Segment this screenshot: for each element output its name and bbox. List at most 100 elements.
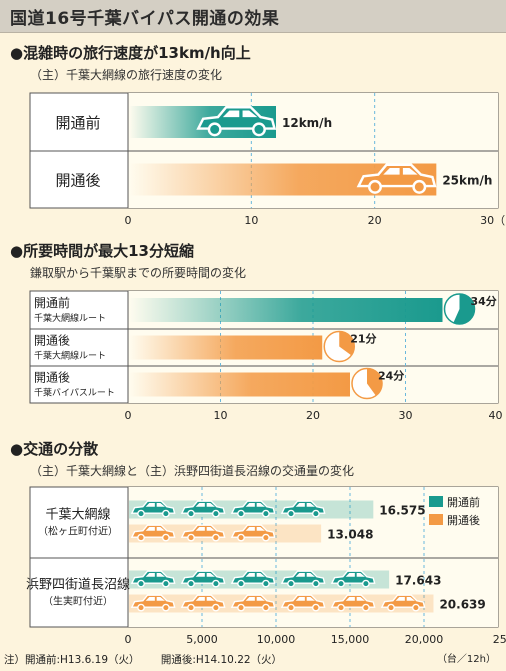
car-icon-window — [195, 503, 215, 507]
car-icon-wheel — [187, 509, 195, 518]
car-icon-wheel — [211, 603, 220, 612]
car-icon-wheel — [211, 533, 220, 542]
title-bar: 国道16号千葉バイパス開通の効果 — [0, 0, 506, 33]
speed-chart-tick-label: 30（km/h） — [480, 214, 506, 227]
car-icon-wheel — [337, 579, 345, 588]
speed-chart-tick-label: 0 — [125, 214, 132, 227]
car-icon-wheel — [137, 579, 145, 588]
car-icon-wheel — [137, 603, 145, 612]
clock-icon-fill — [367, 368, 383, 396]
traffic-value-label: 16.575 — [379, 504, 425, 518]
car-icon-wheel — [261, 603, 270, 612]
car-icon — [196, 106, 277, 137]
time-category-sublabel: 千葉大網線ルート — [34, 312, 106, 324]
time-bar — [129, 372, 350, 397]
car-icon — [330, 594, 376, 612]
time-bar — [129, 335, 323, 360]
car-icon-window — [245, 573, 265, 577]
car-icon-wheel — [237, 509, 245, 518]
car-icon-wheel — [387, 603, 395, 612]
car-icon-window — [245, 597, 265, 601]
car-icon — [280, 570, 326, 588]
car-icon-wheel — [261, 509, 270, 518]
legend-swatch — [429, 514, 443, 525]
car-icon — [380, 594, 426, 612]
car-icon-wheel — [251, 122, 266, 137]
speed-value-label: 25km/h — [442, 174, 492, 188]
car-icon — [280, 594, 326, 612]
car-icon-wheel — [311, 579, 320, 588]
clock-icon-fill — [453, 294, 475, 325]
speed-value-label: 12km/h — [282, 116, 332, 130]
speed-chart-tick-label: 10 — [244, 214, 258, 227]
time-chart-tick-label: 20 — [306, 409, 320, 422]
car-icon-wheel — [187, 603, 195, 612]
footnote-after: 開通後:H14.10.22（火） — [160, 654, 283, 666]
traffic-chart-tick-label: 15,000 — [331, 633, 370, 646]
car-icon-wheel — [361, 579, 370, 588]
car-icon-window — [295, 503, 315, 507]
car-icon-window — [295, 573, 315, 577]
car-icon-wheel — [237, 533, 245, 542]
time-chart-tick-label: 0 — [125, 409, 132, 422]
car-icon-window — [195, 597, 215, 601]
clock-icon — [443, 293, 476, 325]
car-icon — [180, 594, 226, 612]
section1-subheading: （主）千葉大網線の旅行速度の変化 — [30, 68, 223, 82]
time-chart-tick-label: 40（分） — [489, 409, 506, 422]
car-icon-wheel — [237, 603, 245, 612]
section2-heading: ●所要時間が最大13分短縮 — [10, 242, 194, 260]
car-icon-window — [245, 503, 265, 507]
car-icon-window — [383, 168, 418, 175]
clock-icon-fill — [339, 331, 355, 356]
clock-icon — [323, 330, 355, 363]
car-icon — [180, 570, 226, 588]
speed-category-label: 開通前 — [55, 114, 100, 132]
car-icon-wheel — [137, 533, 145, 542]
section2-subheading: 鎌取駅から千葉駅までの所要時間の変化 — [30, 266, 247, 280]
car-icon-wheel — [187, 533, 195, 542]
speed-chart-tick-label: 20 — [368, 214, 382, 227]
car-icon-window — [245, 527, 265, 531]
car-icon-window — [295, 597, 315, 601]
car-icon-wheel — [287, 509, 295, 518]
time-category-sublabel: 千葉バイパスルート — [34, 387, 115, 399]
car-icon-wheel — [137, 509, 145, 518]
time-category-label: 開通後 — [34, 371, 70, 385]
time-category-sublabel: 千葉大網線ルート — [34, 350, 106, 362]
legend-label: 開通後 — [447, 513, 480, 527]
page-title: 国道16号千葉バイパス開通の効果 — [10, 8, 280, 29]
car-icon-wheel — [211, 579, 220, 588]
car-icon-wheel — [161, 533, 170, 542]
car-icon-wheel — [187, 579, 195, 588]
car-icon-window — [145, 573, 165, 577]
car-icon-wheel — [311, 509, 320, 518]
car-icon-wheel — [261, 533, 270, 542]
car-icon — [130, 594, 176, 612]
car-icon — [180, 524, 226, 542]
traffic-chart-tick-label: 10,000 — [257, 633, 296, 646]
car-icon-wheel — [161, 509, 170, 518]
car-icon — [130, 524, 176, 542]
traffic-chart-tick-label: 20,000 — [405, 633, 444, 646]
car-icon-wheel — [211, 509, 220, 518]
traffic-bar — [129, 524, 322, 543]
legend-swatch — [429, 496, 443, 507]
car-icon-wheel — [287, 579, 295, 588]
car-icon-window — [145, 527, 165, 531]
footnote-before: 注）開通前:H13.6.19（火） — [4, 654, 140, 666]
traffic-category-sublabel: （生実町付近） — [43, 595, 113, 608]
car-icon-window — [195, 527, 215, 531]
time-value-label: 24分 — [378, 369, 404, 383]
car-icon-window — [395, 597, 415, 601]
traffic-value-label: 20.639 — [439, 598, 485, 612]
footnote: 注）開通前:H13.6.19（火） 開通後:H14.10.22（火） — [4, 652, 300, 667]
traffic-chart-tick-label: 5,000 — [186, 633, 218, 646]
car-icon-window — [345, 597, 365, 601]
clock-icon — [351, 367, 383, 400]
section3-subheading: （主）千葉大網線と（主）浜野四街道長沼線の交通量の変化 — [30, 464, 355, 478]
traffic-category-label: 千葉大網線 — [45, 507, 110, 523]
traffic-chart-tick-label: 25,000 — [493, 633, 506, 646]
traffic-category-sublabel: （松ヶ丘町付近） — [38, 525, 118, 538]
car-icon-window — [345, 573, 365, 577]
